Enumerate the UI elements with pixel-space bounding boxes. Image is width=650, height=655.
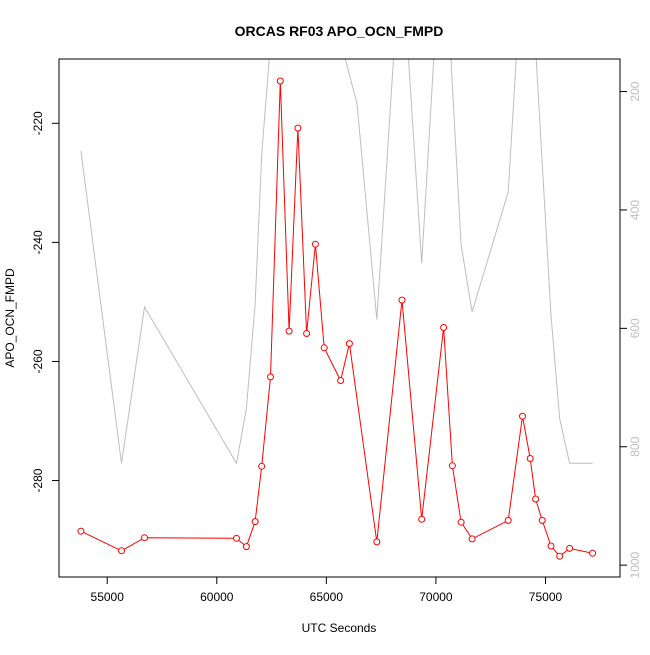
data-point [320,344,328,352]
y-tick-label: -280 [31,468,45,492]
data-point [526,455,534,462]
data-point [77,527,85,535]
data-point [294,124,302,132]
data-point [242,543,250,551]
y2-tick-label: 1000 [628,551,642,578]
x-tick-label: 55000 [91,590,125,604]
data-point [532,495,540,503]
x-axis-label: UTC Seconds [302,621,377,635]
y2-tick-label: 800 [628,436,642,456]
data-point [538,516,546,524]
data-point [547,542,555,550]
series-layer [77,59,597,560]
y-tick-label: -220 [31,111,45,135]
data-point [311,240,319,248]
data-point [276,77,284,85]
y-tick-label: -260 [31,349,45,373]
data-point [345,340,353,348]
data-point [285,327,293,335]
data-point [519,412,526,420]
x-tick-label: 60000 [200,590,234,604]
data-point [418,515,426,523]
data-point [468,535,476,543]
data-point [504,516,512,524]
data-point [398,296,406,304]
data-point [457,518,465,526]
data-point [118,547,125,555]
main-series-line [80,80,593,557]
x-tick-label: 70000 [419,590,453,604]
data-point [258,462,266,470]
secondary-series-line [80,59,593,465]
data-point [303,330,311,337]
y2-tick-label: 600 [628,318,642,338]
x-tick-label: 75000 [529,590,563,604]
plot-frame [58,58,621,578]
data-point [337,377,345,384]
y-tick-label: -240 [31,230,45,254]
data-point [251,518,259,526]
data-point [440,324,448,331]
data-point [556,552,564,560]
data-point [233,534,240,542]
x-tick-label: 65000 [310,590,344,604]
data-point [589,549,597,557]
data-point [141,534,148,542]
y2-tick-label: 200 [628,81,642,101]
chart-title: ORCAS RF03 APO_OCN_FMPD [235,23,444,39]
data-point [448,462,456,470]
data-point [267,373,274,381]
data-point [373,538,381,546]
y2-tick-label: 400 [628,200,642,220]
y-axis-label: APO_OCN_FMPD [3,268,17,368]
data-point [566,544,574,552]
